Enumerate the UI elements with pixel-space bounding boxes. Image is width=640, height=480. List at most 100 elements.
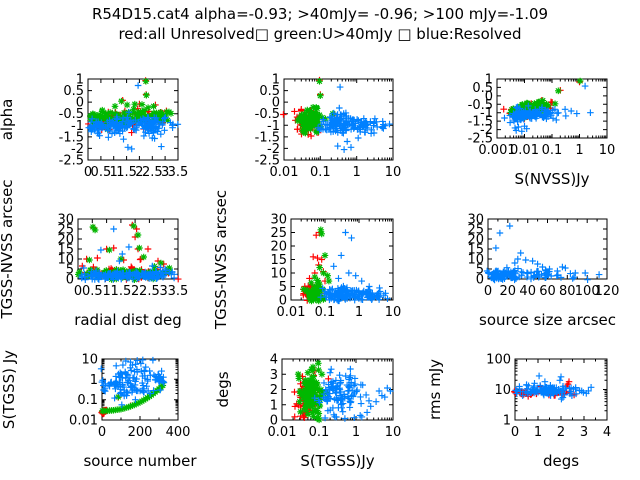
y-tick-label: 10: [494, 383, 511, 398]
x-tick-label: 0.5: [91, 165, 112, 180]
x-axis-label: S(NVSS)Jy: [514, 170, 589, 188]
y-tick-label: -0.5: [255, 107, 280, 122]
y-tick-label: 2: [270, 383, 278, 398]
x-tick-label: 1: [110, 165, 118, 180]
subplot-tgss-flux-vs-source-number: 0 200 400 10 1 0.1 0.01 source number S(TGSS) Jy: [0, 350, 197, 470]
y-tick-label: 0.01: [69, 414, 98, 429]
y-tick-label: 25: [270, 226, 287, 241]
x-tick-label: 1: [575, 143, 583, 158]
y-tick-label: 1: [272, 73, 280, 88]
y-tick-label: 100: [486, 353, 511, 368]
series-resolved-points: [97, 356, 168, 409]
y-tick-label: 1: [503, 414, 511, 429]
y-axis-label: S(TGSS) Jy: [0, 350, 18, 429]
y-tick-label: 30: [57, 213, 74, 228]
axis-ticks: [496, 78, 608, 139]
y-axis-label: TGSS-NVSS arcsec: [0, 179, 16, 319]
x-tick-label: 0.1: [310, 165, 331, 180]
y-axis-label: degs: [214, 371, 232, 407]
y-tick-label: 0.5: [63, 84, 84, 99]
y-tick-label: 0: [476, 273, 484, 288]
x-tick-label: 1: [353, 165, 361, 180]
axis-ticks: [514, 358, 608, 421]
x-tick-label: 10: [385, 305, 402, 320]
y-tick-label: -2.5: [59, 154, 84, 169]
x-tick-label: 0.1: [315, 305, 336, 320]
x-tick-label: 0: [84, 165, 92, 180]
x-tick-label: 3.5: [168, 165, 189, 180]
y-tick-label: -1: [267, 119, 280, 134]
series-resolved-points: [512, 372, 595, 403]
x-tick-label: 10: [385, 165, 402, 180]
y-tick-label: 5: [66, 263, 74, 278]
x-tick-label: 1: [352, 425, 360, 440]
x-axis-label: source size arcsec: [479, 311, 616, 329]
y-tick-label: 1: [485, 73, 493, 88]
x-tick-label: 60: [539, 284, 556, 299]
x-axis-label: degs: [543, 452, 579, 470]
y-tick-label: 0: [66, 273, 74, 288]
x-tick-label: 10: [599, 143, 616, 158]
x-tick-label: 0.01: [270, 165, 299, 180]
x-tick-label: 0: [484, 284, 492, 299]
x-tick-label: 80: [559, 284, 576, 299]
y-tick-label: 0: [270, 414, 278, 429]
y-tick-label: -2.5: [255, 154, 280, 169]
series-resolved-points: [85, 82, 182, 153]
x-tick-label: 2.5: [142, 165, 163, 180]
y-tick-label: -1: [480, 106, 493, 121]
y-tick-label: 15: [270, 253, 287, 268]
y-axis-label: rms mJy: [426, 359, 444, 420]
subplot-alpha-vs-radial-dist: 00.511.522.533.510.50-0.5-1-1.5-2-2.5alp…: [0, 73, 188, 181]
y-tick-label: 10: [57, 253, 74, 268]
x-tick-label: 1.5: [111, 284, 132, 299]
y-tick-label: 5: [476, 263, 484, 278]
series-resolved-points: [78, 225, 178, 283]
figure-title-line2: red:all Unresolved□ green:U>40mJy □ blue…: [118, 25, 522, 43]
y-tick-label: 10: [270, 267, 287, 282]
x-tick-label: 1: [355, 305, 363, 320]
x-tick-label: 1: [102, 284, 110, 299]
y-tick-label: -1.5: [255, 130, 280, 145]
x-axis-label: radial dist deg: [74, 311, 182, 329]
series-resolved-points: [314, 83, 393, 153]
x-tick-label: 20: [500, 284, 517, 299]
x-tick-label: 2: [135, 165, 143, 180]
y-tick-label: 10: [467, 253, 484, 268]
x-axis-label: source number: [83, 452, 197, 470]
x-tick-label: 1.5: [116, 165, 137, 180]
y-tick-label: 20: [57, 233, 74, 248]
y-tick-label: -0.5: [59, 107, 84, 122]
x-tick-label: 100: [575, 284, 600, 299]
series-unresolved-gt-40mJy-points: [294, 360, 331, 424]
x-tick-label: 2: [557, 425, 565, 440]
y-tick-label: 0.5: [472, 81, 493, 96]
y-tick-label: 25: [467, 223, 484, 238]
y-tick-label: -1.5: [59, 130, 84, 145]
axis-ticks: [283, 78, 394, 161]
y-tick-label: 3: [270, 368, 278, 383]
y-tick-label: 1: [76, 73, 84, 88]
y-tick-label: 0.5: [259, 84, 280, 99]
y-tick-label: -1: [71, 119, 84, 134]
x-tick-label: 3: [580, 425, 588, 440]
y-tick-label: 0: [76, 96, 84, 111]
series-resolved-points: [501, 82, 594, 135]
y-tick-label: 1: [90, 373, 98, 388]
x-tick-label: 0.01: [277, 305, 306, 320]
y-tick-label: 10: [81, 353, 98, 368]
series-unresolved-gt-40mJy-points: [294, 78, 337, 137]
y-tick-label: 20: [467, 233, 484, 248]
y-tick-label: -2: [71, 142, 84, 157]
x-tick-label: 400: [166, 425, 191, 440]
y-axis-label: TGSS-NVSS arcsec: [212, 190, 230, 330]
series-resolved-points: [483, 222, 603, 284]
x-tick-label: 40: [519, 284, 536, 299]
y-tick-label: 30: [270, 213, 287, 228]
